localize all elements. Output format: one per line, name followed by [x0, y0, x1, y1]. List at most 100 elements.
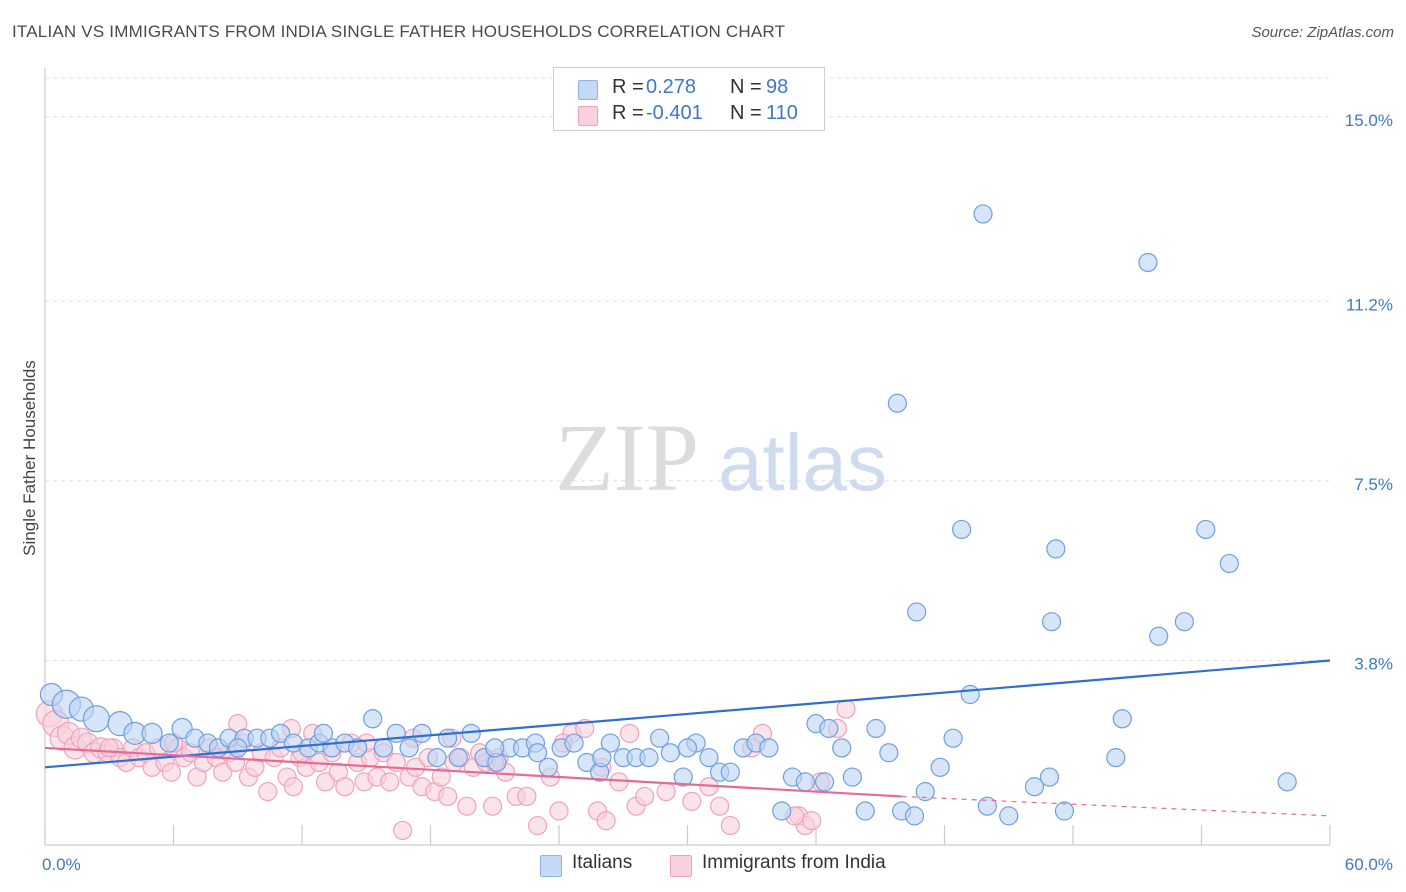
- point-india: [380, 772, 400, 792]
- point-india: [802, 811, 822, 831]
- point-italians: [650, 728, 670, 748]
- point-india: [682, 791, 702, 811]
- legend-label-india: Immigrants from India: [702, 852, 886, 873]
- point-india: [213, 762, 233, 782]
- source-label: Source: ZipAtlas.com: [1251, 24, 1394, 41]
- legend-n-value: 110: [766, 102, 798, 124]
- point-italians: [814, 772, 835, 792]
- point-india: [620, 723, 640, 743]
- point-india: [836, 699, 856, 719]
- point-italians: [677, 738, 698, 758]
- x-tick-labels: 0.0% 60.0%: [42, 855, 1393, 874]
- point-italians: [592, 748, 612, 768]
- trend-line-india: [44, 746, 902, 798]
- y-tick-label: 15.0%: [1345, 111, 1393, 130]
- legend-row-italians: R = 0.278 N = 98: [554, 76, 824, 104]
- legend-r-label: R =: [612, 102, 644, 124]
- point-india: [575, 718, 595, 739]
- point-italians: [600, 733, 621, 753]
- point-india: [161, 762, 181, 782]
- point-india: [527, 815, 548, 836]
- legend-swatch-italians: [578, 80, 598, 100]
- point-italians: [1041, 612, 1062, 632]
- point-italians: [819, 718, 839, 739]
- point-india: [549, 801, 569, 821]
- point-india: [656, 782, 676, 802]
- point-italians: [399, 738, 419, 758]
- point-italians: [82, 705, 111, 733]
- point-india: [720, 815, 740, 836]
- legend-n-label: N =: [730, 76, 762, 98]
- legend-r-value: 0.278: [646, 76, 697, 98]
- point-italians: [952, 519, 972, 540]
- point-italians: [907, 602, 927, 622]
- point-italians: [1039, 767, 1060, 787]
- point-italians: [1219, 553, 1239, 574]
- point-italians: [720, 762, 740, 782]
- point-italians: [1024, 777, 1045, 797]
- point-italians: [999, 806, 1019, 826]
- point-italians: [1174, 612, 1194, 632]
- point-italians: [660, 743, 680, 763]
- point-india: [99, 738, 119, 758]
- y-tick-labels: 3.8% 7.5% 11.2% 15.0%: [1345, 111, 1393, 674]
- point-italians: [973, 204, 993, 224]
- legend-row-india: R = -0.401 N = 110: [554, 102, 824, 130]
- watermark: ZIP atlas: [555, 404, 887, 511]
- point-india: [258, 782, 278, 802]
- watermark-zip: ZIP: [555, 404, 699, 511]
- point-italians: [772, 801, 792, 821]
- point-italians: [373, 738, 393, 758]
- watermark-atlas: atlas: [718, 418, 887, 507]
- x-tick-label: 0.0%: [42, 855, 81, 874]
- point-italians: [930, 757, 950, 777]
- point-italians: [564, 733, 584, 753]
- point-italians: [1149, 626, 1169, 646]
- point-italians: [915, 782, 935, 802]
- point-italians: [699, 748, 719, 768]
- point-italians: [1106, 748, 1126, 768]
- y-tick-label: 11.2%: [1346, 295, 1393, 314]
- point-italians: [427, 748, 447, 768]
- legend-n-label: N =: [730, 102, 762, 124]
- point-india: [431, 767, 451, 787]
- point-india: [393, 820, 413, 841]
- point-italians: [887, 393, 907, 413]
- point-italians: [527, 743, 548, 763]
- point-italians: [363, 709, 383, 729]
- legend-r-label: R =: [612, 76, 644, 98]
- legend-n-value: 98: [766, 76, 789, 98]
- point-india: [457, 796, 477, 816]
- point-italians: [904, 806, 925, 826]
- point-italians: [1277, 772, 1297, 792]
- point-italians: [270, 723, 291, 743]
- trend-line-india-extension: [901, 795, 1331, 817]
- point-india: [635, 786, 655, 807]
- point-italians: [228, 738, 248, 758]
- point-india: [283, 777, 304, 797]
- legend-swatch-italians: [540, 855, 562, 877]
- point-italians: [1054, 801, 1075, 821]
- point-italians: [313, 723, 334, 743]
- point-italians: [348, 738, 368, 758]
- legend-swatch-india: [670, 855, 692, 877]
- point-italians: [842, 767, 863, 787]
- point-italians: [1046, 539, 1066, 559]
- x-tick-label: 60.0%: [1345, 855, 1393, 874]
- point-italians: [438, 728, 458, 748]
- correlation-legend: R = 0.278 N = 98 R = -0.401 N = 110: [553, 67, 825, 131]
- legend-swatch-india: [578, 106, 598, 126]
- y-tick-label: 3.8%: [1354, 655, 1393, 674]
- point-india: [596, 811, 616, 831]
- point-italians: [795, 772, 815, 792]
- point-india: [483, 796, 503, 816]
- point-italians: [1138, 252, 1158, 273]
- legend-label-italians: Italians: [572, 852, 633, 873]
- point-italians: [832, 738, 852, 758]
- point-italians: [159, 733, 179, 753]
- point-india: [438, 786, 458, 807]
- point-italians: [943, 728, 963, 748]
- point-italians: [1112, 709, 1132, 729]
- point-italians: [879, 743, 899, 763]
